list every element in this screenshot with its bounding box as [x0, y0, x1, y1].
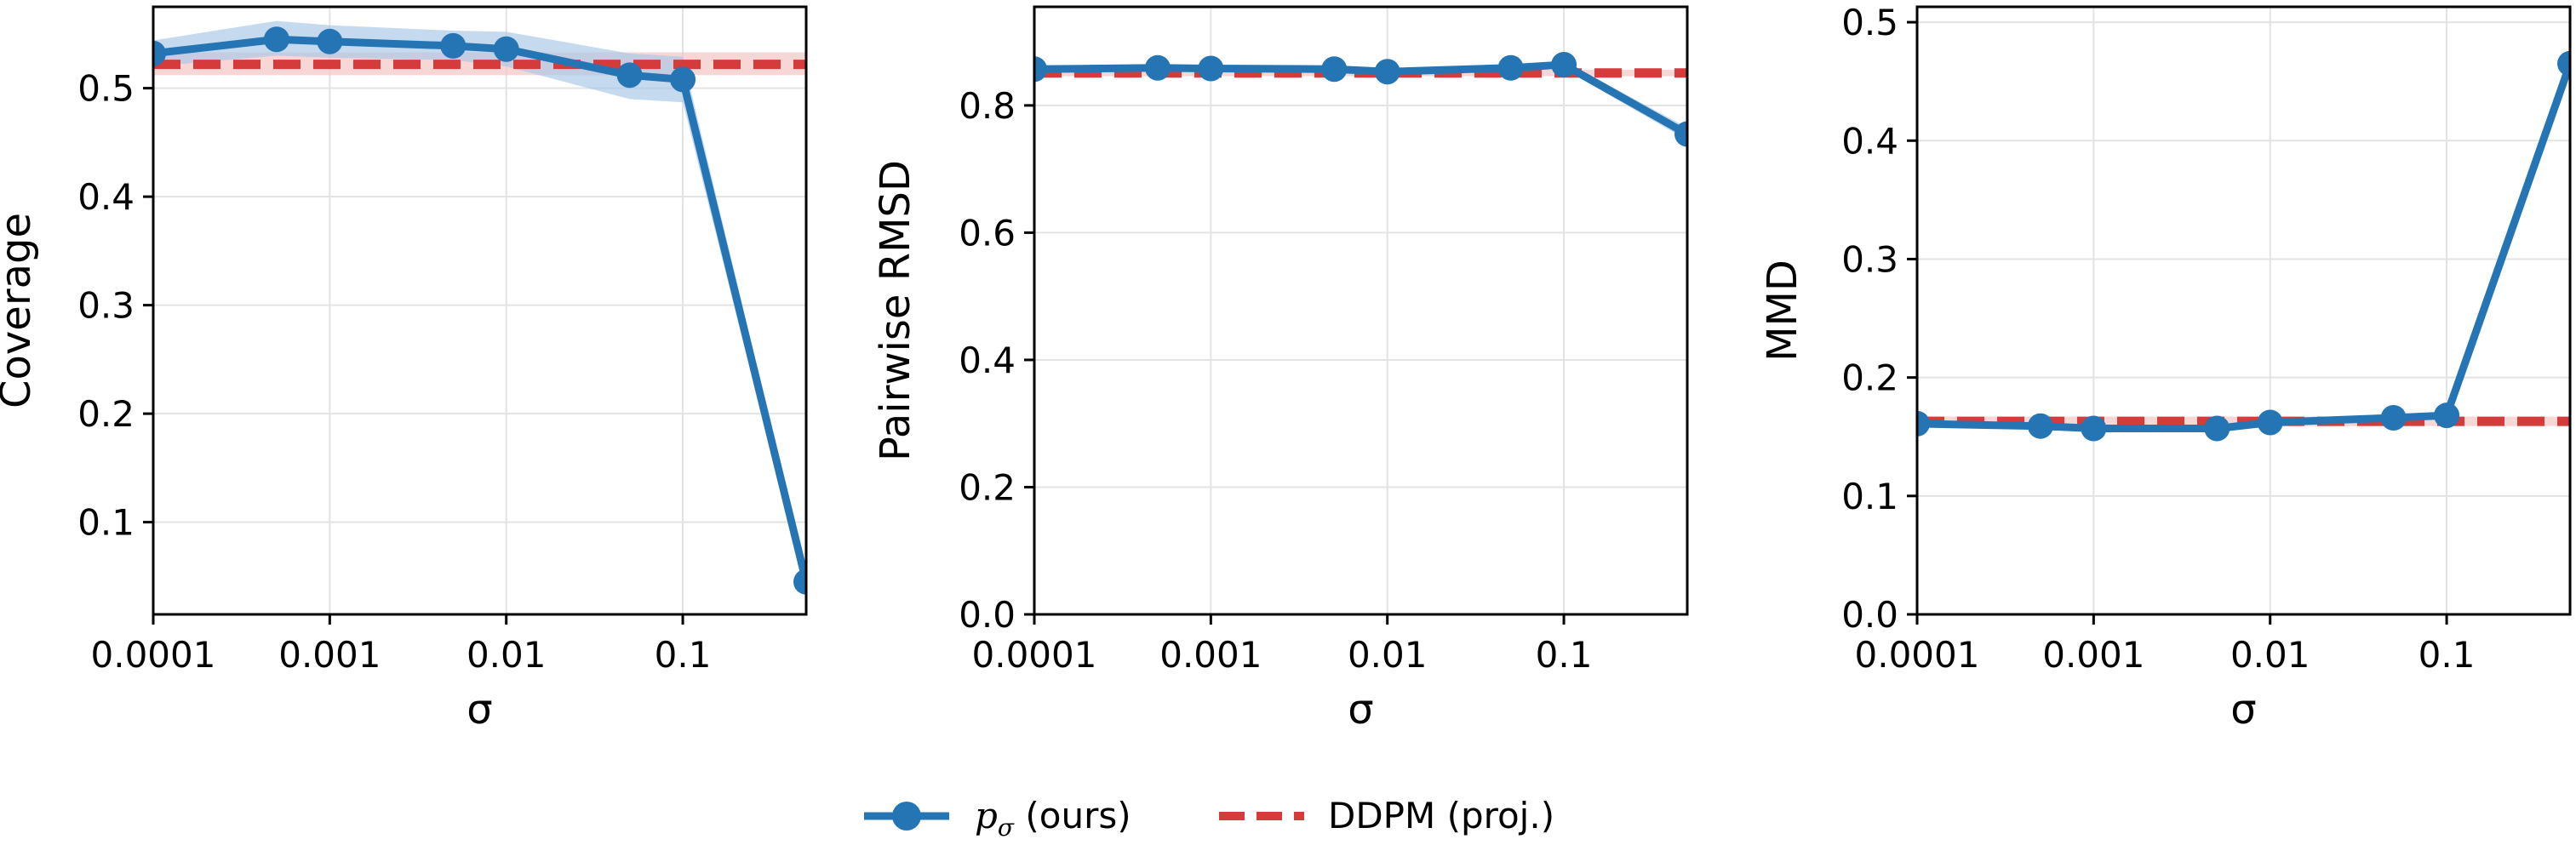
ours-point — [2380, 404, 2407, 431]
x-tick-label: 0.1 — [655, 634, 712, 676]
y-tick-label: 0.4 — [77, 176, 135, 218]
x-tick-label: 0.01 — [2230, 634, 2310, 676]
x-tick-label: 0.1 — [2419, 634, 2476, 676]
ours-point — [670, 66, 696, 93]
ours-band — [1917, 57, 2570, 432]
ours-line — [1917, 62, 2570, 432]
y-tick-label: 0.3 — [1841, 238, 1898, 280]
ours-point — [1497, 54, 1524, 81]
x-tick-label: 0.001 — [2042, 634, 2144, 676]
y-tick-label: 0.3 — [77, 285, 135, 327]
ours-point — [2557, 50, 2570, 77]
y-tick-label: 0.6 — [959, 212, 1016, 254]
y-tick-label: 0.5 — [77, 68, 135, 110]
ours-point — [2257, 409, 2283, 436]
plot-area — [1917, 50, 2570, 442]
ours-point — [1674, 121, 1687, 147]
y-tick-label: 0.2 — [1841, 357, 1898, 399]
x-tick-label: 0.01 — [1348, 634, 1428, 676]
y-tick-label: 0.4 — [1841, 120, 1898, 162]
y-tick-label: 0.0 — [1841, 594, 1898, 636]
ours-point — [1321, 56, 1348, 83]
ours-point — [2204, 415, 2230, 442]
x-axis-label: σ — [2230, 686, 2256, 734]
ours-line — [153, 35, 806, 583]
y-tick-label: 0.4 — [959, 340, 1016, 381]
legend-ddpm-label: DDPM (proj.) — [1328, 795, 1554, 836]
ours-point — [1917, 410, 1930, 437]
x-tick-label: 0.001 — [278, 634, 381, 676]
panel-2: 0.0001 0.001 0.01 0.1 0.0 0.2 0.4 0.6 0.8 σ Pairwi… — [872, 5, 1689, 734]
x-tick-label: 0.0001 — [972, 634, 1097, 676]
plot-area — [153, 20, 806, 595]
ours-point — [2081, 415, 2107, 442]
x-tick-label: 0.0001 — [1855, 634, 1980, 676]
ours-point — [2434, 402, 2460, 429]
panel-1: 0.0001 0.001 0.01 0.1 0.1 0.2 0.3 0.4 0.5 σ Covera… — [0, 5, 808, 734]
ours-point — [793, 568, 806, 595]
ours-point — [1198, 55, 1224, 82]
y-axis-label: MMD — [1759, 260, 1806, 362]
x-axis-label: σ — [467, 686, 492, 734]
x-axis-label: σ — [1348, 686, 1373, 734]
ours-point — [493, 36, 519, 62]
ours-point — [1144, 54, 1171, 81]
y-axis-label: Coverage — [0, 213, 40, 408]
ours-point — [440, 32, 467, 59]
ours-point — [263, 26, 289, 53]
ours-point — [1374, 59, 1400, 85]
axes-frame — [1033, 5, 1689, 616]
y-axis-label: Pairwise RMSD — [872, 160, 919, 461]
axes-frame — [152, 5, 808, 616]
ours-point — [616, 62, 643, 88]
y-tick-label: 0.2 — [77, 393, 135, 435]
legend-ours-label: pσ (ours) — [975, 795, 1131, 842]
x-tick-label: 0.1 — [1536, 634, 1593, 676]
x-tick-label: 0.0001 — [91, 634, 216, 676]
axes-frame — [1915, 5, 2572, 616]
y-tick-label: 0.1 — [77, 502, 135, 544]
panels: 0.0001 0.001 0.01 0.1 0.1 0.2 0.3 0.4 0.5 σ Covera… — [0, 2, 2572, 734]
ours-point — [153, 40, 166, 66]
legend-ours-marker — [892, 802, 921, 831]
legend: pσ (ours) DDPM (proj.) — [864, 795, 1554, 842]
y-tick-label: 0.1 — [1841, 476, 1898, 517]
ours-band — [153, 20, 806, 593]
y-tick-label: 0.0 — [959, 594, 1016, 636]
y-tick-label: 0.2 — [959, 466, 1016, 508]
plot-area — [1034, 52, 1687, 147]
ours-point — [1034, 56, 1047, 83]
panel-3: 0.0001 0.001 0.01 0.1 0.0 0.1 0.2 0.3 0.4 0.5 σ MMD — [1759, 2, 2572, 734]
ours-point — [2027, 413, 2053, 439]
y-tick-label: 0.8 — [959, 85, 1016, 127]
ours-point — [1551, 52, 1577, 78]
x-tick-label: 0.001 — [1159, 634, 1262, 676]
y-tick-label: 0.5 — [1841, 2, 1898, 43]
x-tick-label: 0.01 — [467, 634, 547, 676]
ours-point — [317, 28, 343, 54]
